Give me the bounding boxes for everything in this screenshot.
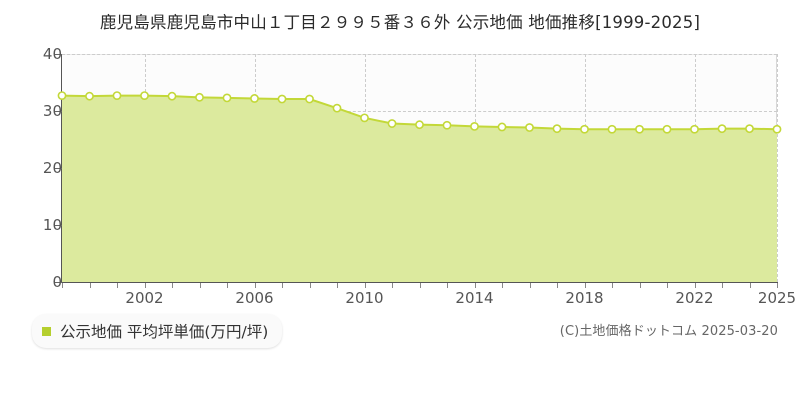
x-tick-mark [722, 283, 723, 288]
x-tick-mark [309, 283, 311, 288]
y-tick-mark [54, 282, 62, 283]
y-tick-mark [54, 225, 62, 226]
y-tick-label: 20 [42, 159, 62, 177]
data-point-marker[interactable] [415, 120, 424, 130]
x-tick-mark [749, 283, 751, 288]
x-tick-label: 2025 [757, 289, 797, 307]
series-area-line [57, 91, 782, 282]
x-tick-mark [172, 283, 173, 288]
x-tick-mark [502, 283, 503, 288]
data-point-marker[interactable] [497, 122, 507, 132]
data-point-marker[interactable] [85, 91, 94, 101]
series-area-fill [62, 95, 777, 282]
x-axis-line [61, 282, 778, 283]
data-point-marker[interactable] [387, 119, 397, 128]
data-point-marker[interactable] [717, 124, 727, 134]
x-tick-label: 2018 [565, 289, 604, 307]
series-markers [57, 91, 782, 134]
data-point-marker[interactable] [580, 124, 589, 134]
data-point-marker[interactable] [690, 124, 699, 134]
data-point-marker[interactable] [112, 91, 122, 101]
x-tick-label: 2022 [675, 289, 714, 307]
data-point-marker[interactable] [525, 123, 534, 132]
grid-line-vertical [777, 54, 778, 282]
data-point-marker[interactable] [305, 94, 314, 104]
y-tick-label: 40 [42, 45, 62, 63]
x-tick-mark [62, 283, 63, 288]
data-point-marker[interactable] [360, 113, 369, 123]
y-tick-label: 10 [42, 216, 62, 234]
x-tick-mark [337, 283, 338, 288]
data-point-marker[interactable] [635, 124, 644, 134]
data-point-marker[interactable] [167, 91, 177, 101]
x-tick-mark [254, 283, 256, 288]
grid-line-horizontal [62, 54, 777, 55]
x-tick-mark [584, 283, 586, 288]
page-title: 鹿児島県鹿児島市中山１丁目２９９５番３６外 公示地価 地価推移[1999-202… [99, 13, 701, 32]
legend-label: 公示地価 平均坪単価(万円/坪) [60, 323, 269, 341]
x-tick-mark [639, 283, 641, 288]
x-tick-mark [364, 283, 366, 288]
y-tick-label: 0 [52, 273, 62, 291]
data-point-marker[interactable] [250, 94, 259, 103]
data-point-marker[interactable] [140, 91, 149, 101]
x-tick-mark [199, 283, 201, 288]
data-point-marker[interactable] [470, 121, 479, 131]
data-point-marker[interactable] [772, 124, 782, 134]
x-tick-label: 2010 [345, 289, 384, 307]
x-tick-label: 2014 [455, 289, 494, 307]
data-point-marker[interactable] [195, 92, 204, 102]
x-tick-mark [612, 283, 613, 288]
x-tick-mark [474, 283, 476, 288]
legend-swatch-icon [42, 326, 51, 336]
data-point-marker[interactable] [607, 124, 617, 134]
copyright-credit: (C)土地価格ドットコム 2025-03-20 [559, 324, 778, 339]
data-point-marker[interactable] [745, 124, 754, 134]
legend[interactable]: 公示地価 平均坪単価(万円/坪) [32, 314, 283, 348]
x-tick-mark [227, 283, 228, 288]
data-point-marker[interactable] [277, 94, 287, 104]
x-tick-mark [392, 283, 393, 288]
x-tick-label: 2006 [235, 289, 274, 307]
x-tick-mark [144, 283, 146, 288]
x-tick-mark [529, 283, 531, 288]
data-point-marker[interactable] [332, 103, 342, 113]
x-tick-mark [777, 283, 778, 288]
data-point-marker[interactable] [57, 91, 67, 101]
y-tick-mark [54, 168, 62, 169]
y-tick-mark [54, 54, 62, 55]
x-tick-mark [667, 283, 668, 288]
y-tick-mark [54, 111, 62, 112]
data-point-marker[interactable] [442, 120, 452, 130]
x-tick-mark [447, 283, 448, 288]
x-tick-mark [557, 283, 558, 288]
data-point-marker[interactable] [552, 124, 562, 134]
x-tick-mark [419, 283, 421, 288]
x-tick-mark [282, 283, 283, 288]
y-tick-label: 30 [42, 102, 62, 120]
x-tick-mark [694, 283, 696, 288]
x-tick-mark [117, 283, 118, 288]
x-tick-label: 2002 [125, 289, 164, 307]
data-point-marker[interactable] [662, 124, 672, 134]
grid-line-horizontal [62, 111, 777, 112]
x-tick-mark [89, 283, 91, 288]
data-point-marker[interactable] [222, 93, 232, 103]
